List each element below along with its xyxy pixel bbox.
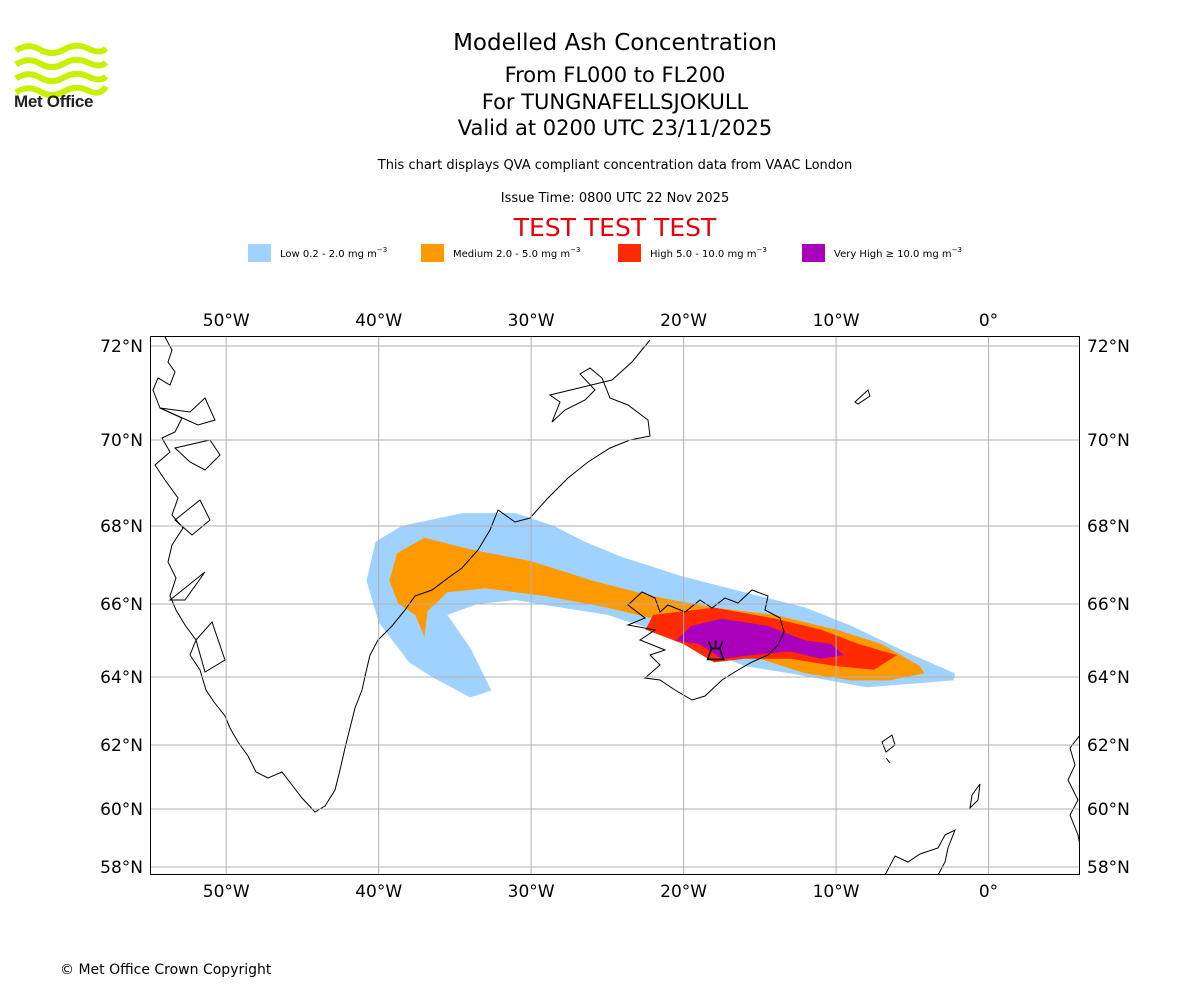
lat-tick-label-left: 60°N (100, 800, 143, 820)
lat-tick-label-right: 62°N (1087, 736, 1130, 756)
legend-swatch-medium (421, 244, 444, 262)
coastline-scotland (884, 828, 956, 875)
coastline-greenland (152, 336, 651, 813)
chart-title: Modelled Ash Concentration (453, 30, 777, 56)
lon-tick-label-bottom: 20°W (660, 882, 707, 902)
coastline-jan-mayen (854, 389, 871, 405)
legend-item-high: High 5.0 - 10.0 mg m−3 (618, 244, 767, 262)
coastline-greenland-fjord-4 (168, 571, 206, 601)
valid-time: Valid at 0200 UTC 23/11/2025 (457, 116, 773, 140)
lat-tick-label-left: 64°N (100, 668, 143, 688)
lat-tick-label-right: 72°N (1087, 337, 1130, 357)
lon-tick-label-bottom: 10°W (813, 882, 860, 902)
lat-tick-label-right: 70°N (1087, 431, 1130, 451)
lon-tick-label-bottom: 30°W (508, 882, 555, 902)
lat-tick-label-left: 66°N (100, 595, 143, 615)
lon-tick-label-bottom: 40°W (355, 882, 402, 902)
lon-tick-label-top: 40°W (355, 311, 402, 331)
legend-swatch-very-high (802, 244, 825, 262)
logo-wave-3 (14, 70, 109, 84)
coastline-norway (1067, 734, 1080, 846)
legend: Low 0.2 - 2.0 mg m−3 Medium 2.0 - 5.0 mg… (0, 244, 1200, 264)
copyright: © Met Office Crown Copyright (60, 962, 272, 978)
coastline-faroe (881, 734, 896, 764)
coastline-greenland-fjord-5 (195, 621, 226, 673)
legend-swatch-high (618, 244, 641, 262)
legend-item-medium: Medium 2.0 - 5.0 mg m−3 (421, 244, 580, 262)
lat-tick-label-right: 64°N (1087, 668, 1130, 688)
issue-time: Issue Time: 0800 UTC 22 Nov 2025 (500, 191, 730, 206)
volcano-marker (706, 640, 725, 661)
volcano-name: For TUNGNAFELLSJOKULL (481, 90, 749, 114)
lon-tick-label-top: 10°W (813, 311, 860, 331)
legend-item-low: Low 0.2 - 2.0 mg m−3 (248, 244, 387, 262)
lat-tick-label-left: 68°N (100, 517, 143, 537)
coastline-layer (152, 336, 1080, 875)
test-banner: TEST TEST TEST (513, 213, 717, 242)
coastline-greenland-fjord-1 (159, 397, 216, 426)
graticule (150, 336, 1080, 875)
lon-tick-label-top: 20°W (660, 311, 707, 331)
lon-tick-label-top: 50°W (203, 311, 250, 331)
lon-tick-label-top: 30°W (508, 311, 555, 331)
level-range: From FL000 to FL200 (504, 63, 726, 87)
subtitle: This chart displays QVA compliant concen… (377, 158, 853, 173)
coastline-shetland (969, 783, 981, 810)
lat-tick-label-right: 60°N (1087, 800, 1130, 820)
legend-label-very-high: Very High ≥ 10.0 mg m−3 (834, 246, 962, 260)
lon-tick-label-bottom: 0° (979, 882, 998, 902)
lat-tick-label-right: 66°N (1087, 595, 1130, 615)
lon-tick-label-top: 0° (979, 311, 998, 331)
lat-tick-label-left: 70°N (100, 431, 143, 451)
logo-wave-2 (14, 56, 109, 70)
lat-tick-label-right: 58°N (1087, 858, 1130, 878)
logo-wave-4 (14, 84, 109, 98)
legend-label-medium: Medium 2.0 - 5.0 mg m−3 (453, 246, 581, 260)
logo-wave-1 (14, 42, 109, 56)
lat-tick-label-right: 68°N (1087, 517, 1130, 537)
legend-swatch-low (248, 244, 271, 262)
lat-tick-label-left: 72°N (100, 337, 143, 357)
lat-tick-label-left: 58°N (100, 858, 143, 878)
axis-labels: 50°W 50°W 40°W 40°W 30°W 30°W 20°W 20°W 10°W 10°W… (100, 311, 1130, 902)
met-office-logo-icon (14, 42, 109, 98)
legend-label-low: Low 0.2 - 2.0 mg m−3 (280, 246, 388, 260)
lat-tick-label-left: 62°N (100, 736, 143, 756)
coastline-iceland (626, 589, 785, 701)
logo-text: Met Office (14, 92, 94, 111)
coastline-greenland-fjord-3 (174, 499, 211, 536)
lon-tick-label-bottom: 50°W (203, 882, 250, 902)
map-frame (150, 336, 1080, 875)
legend-label-high: High 5.0 - 10.0 mg m−3 (650, 246, 767, 260)
coastline-greenland-fjord-2 (173, 439, 221, 471)
ash-concentration-layer (366, 513, 955, 698)
legend-item-very-high: Very High ≥ 10.0 mg m−3 (802, 244, 962, 262)
volcano-icon (706, 640, 725, 661)
